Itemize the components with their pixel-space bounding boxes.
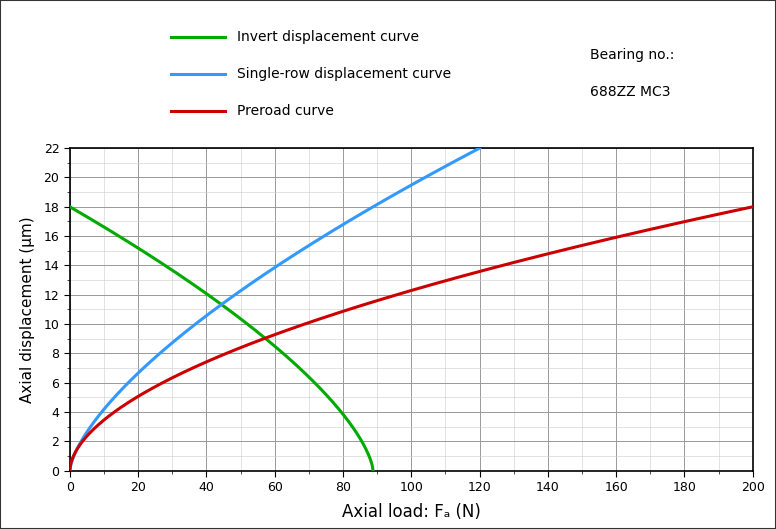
- Text: Preroad curve: Preroad curve: [237, 104, 334, 118]
- Text: 688ZZ MC3: 688ZZ MC3: [590, 85, 670, 98]
- Text: Single-row displacement curve: Single-row displacement curve: [237, 67, 451, 81]
- Y-axis label: Axial displacement (µm): Axial displacement (µm): [20, 216, 35, 403]
- X-axis label: Axial load: Fₐ (N): Axial load: Fₐ (N): [342, 503, 480, 521]
- Text: Bearing no.:: Bearing no.:: [590, 48, 674, 61]
- Text: Invert displacement curve: Invert displacement curve: [237, 30, 419, 44]
